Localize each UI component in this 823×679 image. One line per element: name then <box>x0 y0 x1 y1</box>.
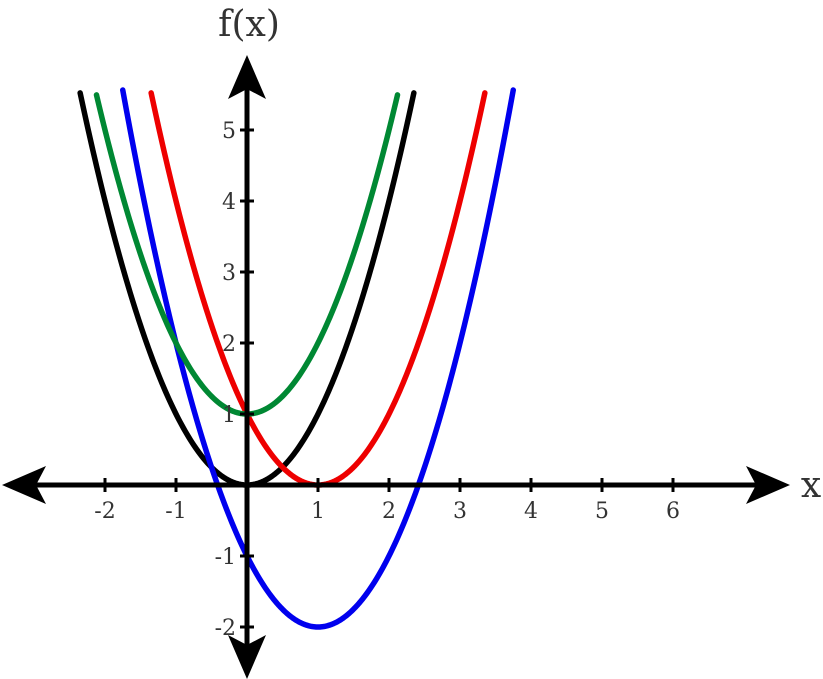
x-tick-label: -2 <box>94 499 115 524</box>
axes-group <box>2 55 790 679</box>
y-axis-up-arrow-icon <box>228 55 266 99</box>
x-tick-label: -1 <box>165 499 186 524</box>
ticks-group: -2 -1 1 2 3 4 5 6 -2 -1 1 2 3 4 5 <box>94 119 680 641</box>
y-axis-down-arrow-icon <box>228 635 266 679</box>
y-tick-label: -1 <box>215 545 236 570</box>
y-tick-label: 1 <box>222 403 236 428</box>
x-tick-label: 2 <box>382 499 396 524</box>
x-axis-right-arrow-icon <box>746 466 790 504</box>
y-axis-label: f(x) <box>218 4 280 45</box>
y-tick-label: -2 <box>215 616 236 641</box>
x-axis-label: x <box>801 465 821 506</box>
y-tick-label: 3 <box>222 261 236 286</box>
x-tick-label: 3 <box>453 499 467 524</box>
x-tick-label: 1 <box>311 499 325 524</box>
x-axis-left-arrow-icon <box>2 466 46 504</box>
y-tick-label: 2 <box>222 332 236 357</box>
curve-x-minus-1-squared-minus-2 <box>120 87 516 630</box>
y-tick-label: 4 <box>222 190 236 215</box>
x-tick-label: 6 <box>666 499 680 524</box>
x-tick-label: 5 <box>595 499 609 524</box>
x-tick-label: 4 <box>524 499 538 524</box>
curves-group <box>77 87 516 630</box>
y-tick-label: 5 <box>222 119 236 144</box>
